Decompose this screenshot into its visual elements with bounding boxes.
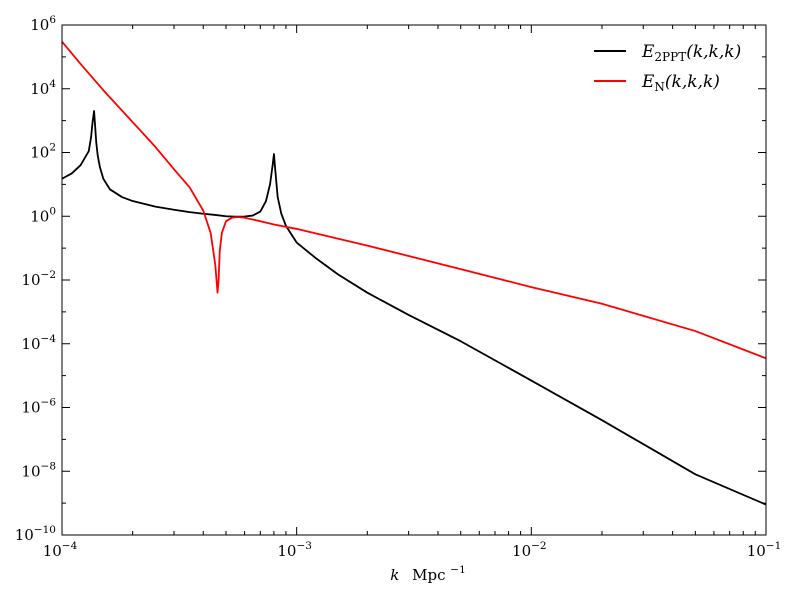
x-tick-label: 10−4 (43, 540, 78, 560)
x-tick-label: 10−1 (747, 540, 782, 560)
legend-label: EN(k,k,k) (641, 72, 720, 94)
series-layer (61, 41, 767, 506)
x-axis-label: k Mpc −1 (390, 564, 466, 584)
y-tick-label: 10−4 (21, 333, 56, 353)
plot-frame (61, 24, 767, 536)
legend-item: E2PPT(k,k,k) (594, 42, 741, 64)
y-tick-label: 10−2 (21, 269, 56, 289)
y-tick-label: 10−10 (15, 524, 56, 544)
x-axis-label-unit-exp: −1 (450, 564, 465, 576)
series-line-en (61, 41, 767, 360)
x-axis-label-var: k (390, 566, 399, 584)
y-tick-label: 104 (30, 78, 56, 98)
axis-ticks (61, 24, 767, 536)
y-tick-label: 10−6 (21, 397, 56, 417)
series-line-e2ppt (61, 110, 767, 506)
y-tick-label: 100 (30, 205, 56, 225)
legend-label: E2PPT(k,k,k) (641, 42, 741, 64)
tick-labels: 10−4 10−3 10−2 10−1 10−10 10−8 10−6 10−4 10−2 100… (15, 14, 782, 560)
x-tick-label: 10−2 (512, 540, 547, 560)
x-tick-label: 10−3 (277, 540, 312, 560)
legend: E2PPT(k,k,k) EN(k,k,k) (594, 42, 741, 94)
y-tick-label: 106 (30, 14, 56, 34)
x-axis-label-unit: Mpc (412, 566, 445, 584)
legend-item: EN(k,k,k) (594, 72, 720, 94)
y-tick-label: 102 (30, 142, 56, 162)
y-tick-label: 10−8 (21, 460, 56, 480)
